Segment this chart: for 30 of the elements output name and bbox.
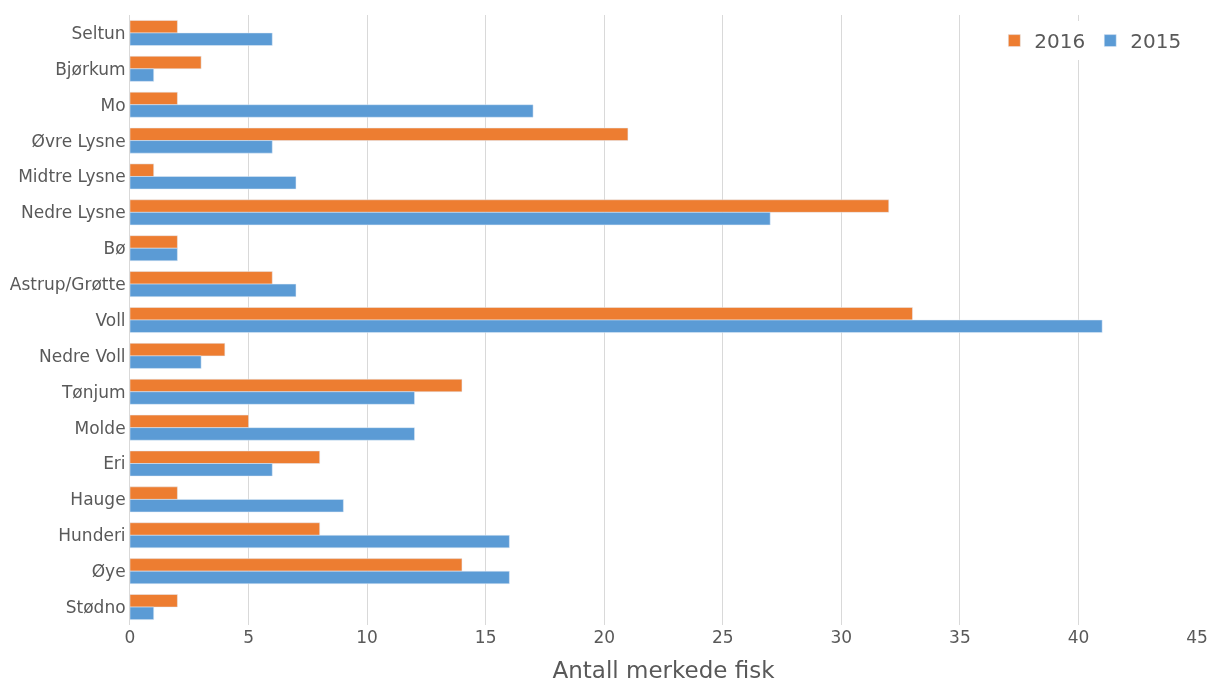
legend-label: 2015 bbox=[1130, 29, 1182, 54]
y-tick-label: Astrup/Grøtte bbox=[9, 274, 126, 295]
x-axis-title: Antall merkede fisk bbox=[552, 656, 776, 683]
y-tick-label: Seltun bbox=[71, 22, 126, 43]
x-tick-label: 30 bbox=[830, 627, 853, 647]
x-tick-label: 40 bbox=[1067, 627, 1090, 647]
y-tick-label: Voll bbox=[95, 309, 126, 330]
x-tick-label: 0 bbox=[124, 627, 136, 647]
y-tick-label: Øvre Lysne bbox=[31, 130, 126, 151]
legend-label: 2016 bbox=[1034, 29, 1086, 54]
y-tick-label: Midtre Lysne bbox=[18, 166, 126, 187]
y-tick-label: Stødno bbox=[65, 597, 126, 618]
y-tick-label: Bø bbox=[103, 238, 126, 259]
y-tick-label: Eri bbox=[103, 453, 126, 474]
x-tick-label: 35 bbox=[949, 627, 971, 647]
x-tick-label: 5 bbox=[243, 627, 254, 647]
x-tick-label: 20 bbox=[593, 627, 616, 647]
x-tick-label: 15 bbox=[474, 627, 497, 647]
y-tick-label: Hauge bbox=[70, 489, 126, 510]
y-tick-label: Øye bbox=[91, 561, 126, 582]
y-tick-label: Mo bbox=[100, 94, 126, 115]
x-tick-label: 45 bbox=[1186, 627, 1208, 647]
y-tick-label: Molde bbox=[74, 417, 126, 438]
y-tick-label: Hunderi bbox=[58, 525, 126, 546]
x-tick-label: 10 bbox=[356, 627, 378, 647]
y-tick-label: Tønjum bbox=[60, 381, 126, 402]
y-tick-label: Nedre Lysne bbox=[21, 202, 126, 223]
y-tick-label: Nedre Voll bbox=[38, 345, 126, 366]
y-tick-label: Bjørkum bbox=[55, 58, 126, 79]
x-tick-label: 25 bbox=[711, 627, 734, 647]
